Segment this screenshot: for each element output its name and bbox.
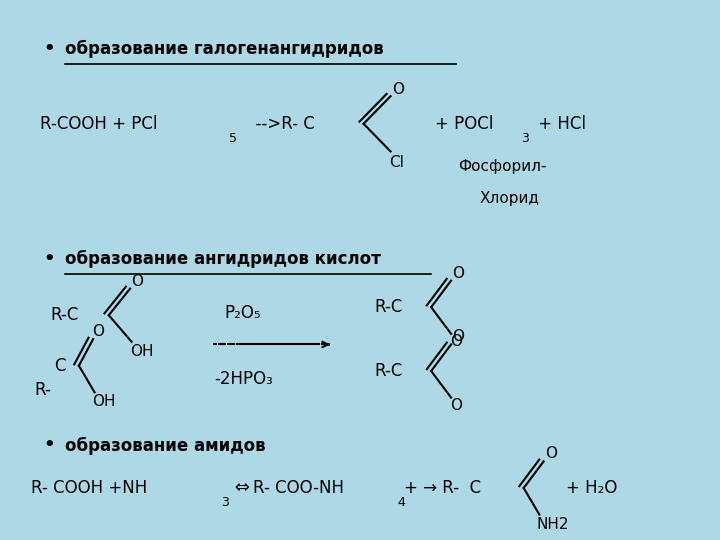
Text: + H₂O: + H₂O [567, 479, 618, 497]
Text: 5: 5 [229, 132, 237, 145]
Text: O: O [91, 324, 104, 339]
Text: O: O [450, 334, 462, 349]
Text: •: • [43, 251, 55, 268]
Text: P₂O₅: P₂O₅ [225, 303, 261, 321]
Text: -2HPO₃: -2HPO₃ [214, 370, 273, 388]
Text: 3: 3 [521, 132, 529, 145]
Text: NH2: NH2 [536, 517, 569, 532]
Text: OH: OH [91, 394, 115, 409]
Text: -->R- C: -->R- C [245, 115, 315, 133]
Text: образование амидов: образование амидов [65, 436, 265, 455]
Text: Cl: Cl [390, 154, 404, 170]
Text: ⇔: ⇔ [229, 479, 250, 497]
Text: O: O [392, 82, 404, 97]
Text: O: O [452, 266, 464, 281]
Text: R-: R- [35, 381, 52, 399]
Text: R-C: R-C [374, 362, 402, 380]
Text: O: O [545, 447, 557, 462]
Text: R-C: R-C [50, 306, 78, 324]
Text: образование ангидридов кислот: образование ангидридов кислот [65, 250, 381, 268]
Text: 3: 3 [221, 496, 229, 509]
Text: Хлорид: Хлорид [480, 191, 539, 206]
Text: O: O [452, 329, 464, 345]
Text: O: O [450, 398, 462, 413]
Text: 4: 4 [397, 496, 405, 509]
Text: R- COO-NH: R- COO-NH [253, 479, 344, 497]
Text: Фосфорил-: Фосфорил- [458, 159, 546, 174]
Text: + → R-  C: + → R- C [404, 479, 481, 497]
Text: образование галогенангидридов: образование галогенангидридов [65, 40, 384, 58]
Text: R- COOH +NH: R- COOH +NH [31, 479, 148, 497]
Text: O: O [132, 274, 143, 289]
Text: OH: OH [130, 344, 153, 359]
Text: R-COOH + PCl: R-COOH + PCl [40, 115, 157, 133]
Text: •: • [43, 436, 55, 455]
Text: + POCl: + POCl [435, 115, 493, 133]
Text: + HCl: + HCl [533, 115, 586, 133]
Text: R-C: R-C [374, 298, 402, 316]
Text: •: • [43, 40, 55, 58]
Text: C: C [54, 357, 66, 375]
